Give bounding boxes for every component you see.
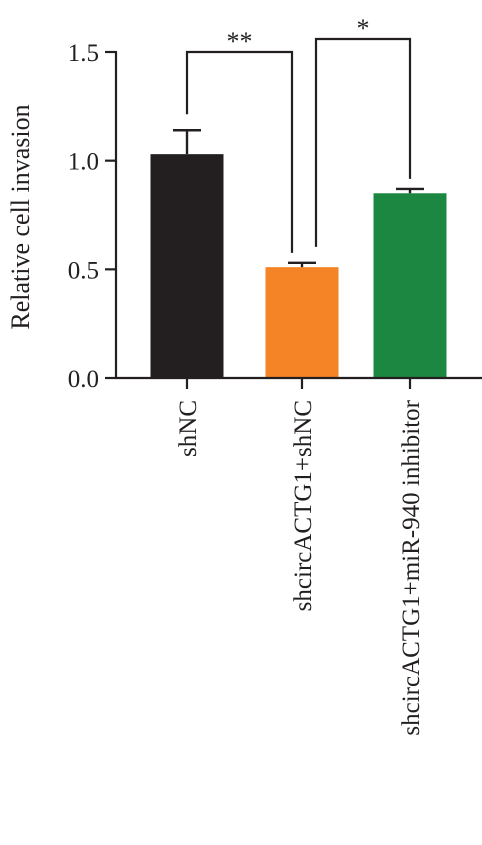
y-axis-title: Relative cell invasion <box>6 104 35 329</box>
x-category-label: shcircACTG1+miR-940 inhibitor <box>398 399 425 735</box>
y-tick-label: 0.5 <box>68 257 99 284</box>
y-axis <box>114 51 482 380</box>
bar <box>373 193 447 378</box>
x-category-label: shcircACTG1+shNC <box>290 400 317 611</box>
bar <box>150 154 224 378</box>
y-ticks: 0.0 0.5 1.0 1.5 <box>68 40 412 393</box>
y-tick-label: 1.5 <box>68 40 99 67</box>
x-category-label: shNC <box>175 400 202 457</box>
y-tick-label: 0.0 <box>68 366 99 393</box>
y-tick-label: 1.0 <box>68 149 99 176</box>
bars <box>150 154 447 378</box>
x-category-labels: shNC shcircACTG1+shNC shcircACTG1+miR-940 … <box>175 399 425 735</box>
significance-bracket <box>185 50 294 253</box>
significance-label: ** <box>227 27 253 56</box>
significance-bracket <box>314 37 412 247</box>
significance-label: * <box>357 14 370 43</box>
error-bars <box>173 129 424 268</box>
significance-brackets: ** * <box>185 14 412 253</box>
bar <box>265 267 339 378</box>
